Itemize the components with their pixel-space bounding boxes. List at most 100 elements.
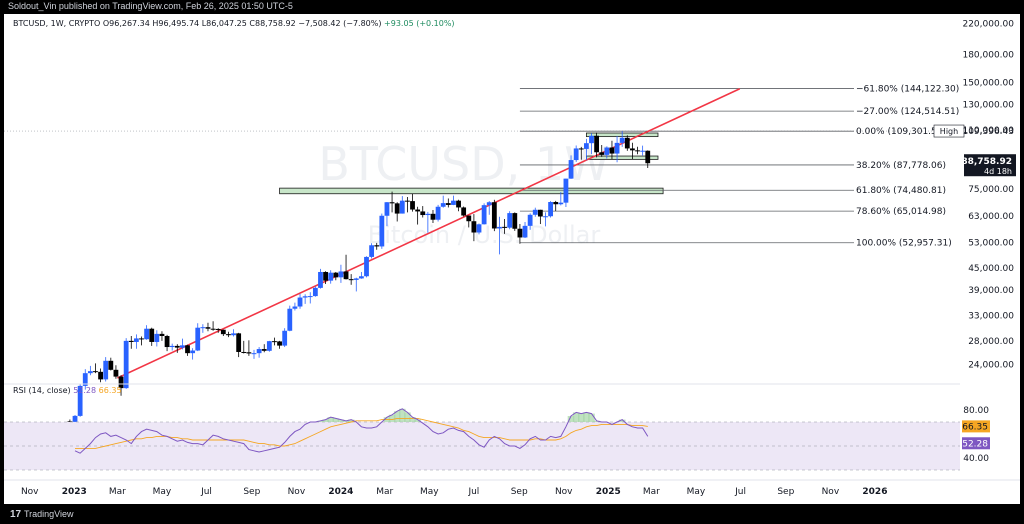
- candle-body: [87, 371, 93, 374]
- tradingview-logo-icon: 17: [10, 509, 22, 520]
- rsi-overbought-fill: [567, 416, 575, 422]
- candle-body: [537, 209, 543, 217]
- candle-body: [471, 221, 477, 233]
- candle-41: [277, 340, 282, 349]
- candle-13: [133, 334, 139, 349]
- rsi-overbought-fill: [337, 419, 345, 422]
- time-label: May: [687, 487, 706, 497]
- candle-35: [246, 340, 252, 356]
- candle-body: [405, 200, 410, 202]
- candle-76: [456, 199, 461, 212]
- candlestick-series: [67, 131, 651, 423]
- price-tick: 130,000.00: [962, 100, 1014, 110]
- candle-59: [369, 243, 375, 259]
- candle-body: [307, 296, 313, 298]
- candle-45: [297, 293, 303, 309]
- high-tag: [933, 124, 965, 138]
- candle-24: [190, 348, 196, 360]
- time-label: Mar: [109, 487, 126, 497]
- rsi-overbought-fill: [578, 413, 585, 422]
- candle-10: [118, 375, 124, 396]
- candle-101: [583, 138, 589, 161]
- candle-47: [307, 292, 313, 304]
- candle-body: [282, 330, 288, 346]
- time-label: Nov: [822, 487, 840, 497]
- candle-32: [231, 329, 236, 337]
- candle-68: [415, 206, 421, 225]
- candle-body: [328, 272, 334, 281]
- fib-label-5: 78.60% (65,014.98): [856, 207, 946, 217]
- candle-body: [358, 276, 364, 279]
- candle-body: [420, 211, 426, 216]
- candle-body: [578, 148, 584, 150]
- candle-body: [389, 202, 395, 204]
- fib-label-6: 100.00% (52,957.31): [856, 239, 952, 249]
- candle-58: [364, 256, 369, 278]
- low-value: L86,047.25: [201, 19, 247, 28]
- candle-96: [558, 192, 564, 206]
- candle-body: [415, 209, 421, 212]
- candle-98: [568, 155, 574, 179]
- candle-body: [128, 340, 134, 342]
- candle-112: [640, 145, 646, 156]
- candle-body: [98, 371, 103, 380]
- candle-body: [604, 147, 610, 155]
- candle-52: [333, 271, 339, 281]
- candle-104: [599, 145, 605, 157]
- candle-body: [440, 203, 446, 207]
- time-label: 2024: [328, 487, 353, 497]
- rsi-label[interactable]: RSI (14, close): [13, 386, 71, 395]
- candle-body: [113, 369, 119, 377]
- rsi-value: 52.28: [73, 386, 97, 395]
- price-tick: 33,000.00: [968, 312, 1014, 322]
- candle-body: [103, 360, 109, 380]
- candle-22: [180, 338, 185, 350]
- rsi-overbought-fill: [388, 414, 396, 422]
- price-tick: 220,000.00: [962, 19, 1014, 29]
- candle-44: [292, 302, 298, 311]
- rsi-legend: RSI (14, close) 52.28 66.35: [13, 386, 122, 395]
- candle-body: [185, 345, 190, 354]
- candle-body: [548, 201, 553, 217]
- rsi-ma-line: [75, 417, 648, 449]
- candle-body: [215, 328, 221, 330]
- price-axis[interactable]: 220,000.00 180,000.00 150,000.00 130,000.00…: [933, 19, 1016, 371]
- time-label: 2025: [596, 487, 621, 497]
- candle-body: [67, 421, 73, 423]
- candle-body: [553, 201, 559, 205]
- candle-6: [98, 368, 103, 383]
- candle-65: [399, 196, 405, 214]
- candle-28: [210, 321, 216, 331]
- time-label: Jul: [200, 487, 212, 497]
- candle-31: [226, 331, 231, 338]
- rsi-overbought-fill: [399, 408, 406, 422]
- candle-body: [108, 360, 114, 370]
- candle-body: [343, 271, 349, 280]
- candle-57: [358, 271, 364, 279]
- published-by-text: Soldout_Vin published on TradingView.com…: [8, 1, 293, 11]
- candle-69: [420, 206, 426, 218]
- candle-body: [599, 152, 605, 155]
- trendline[interactable]: [117, 87, 741, 379]
- tradingview-logo[interactable]: 17 TradingView: [10, 509, 74, 520]
- candle-113: [645, 150, 651, 169]
- candle-body: [292, 306, 298, 309]
- candle-body: [297, 297, 303, 307]
- symbol-label[interactable]: BTCUSD, 1W, CRYPTO: [13, 19, 101, 28]
- rsi-overbought-fill: [593, 420, 600, 422]
- high-tag-label: High: [940, 127, 958, 136]
- candle-40: [272, 337, 277, 346]
- candle-body: [522, 225, 528, 238]
- time-label: Jul: [734, 487, 746, 497]
- candle-body: [226, 334, 231, 336]
- candle-body: [394, 203, 400, 214]
- candle-5: [93, 363, 98, 374]
- time-axis[interactable]: Nov 2023 Mar May Jul Sep Nov 2024 Mar May Jul Sep No…: [4, 479, 1020, 497]
- candle-body: [180, 345, 185, 348]
- candle-33: [236, 332, 242, 358]
- watermark-symbol: BTCUSD, 1W: [318, 137, 609, 191]
- candle-body: [256, 349, 262, 354]
- candle-body: [246, 352, 252, 354]
